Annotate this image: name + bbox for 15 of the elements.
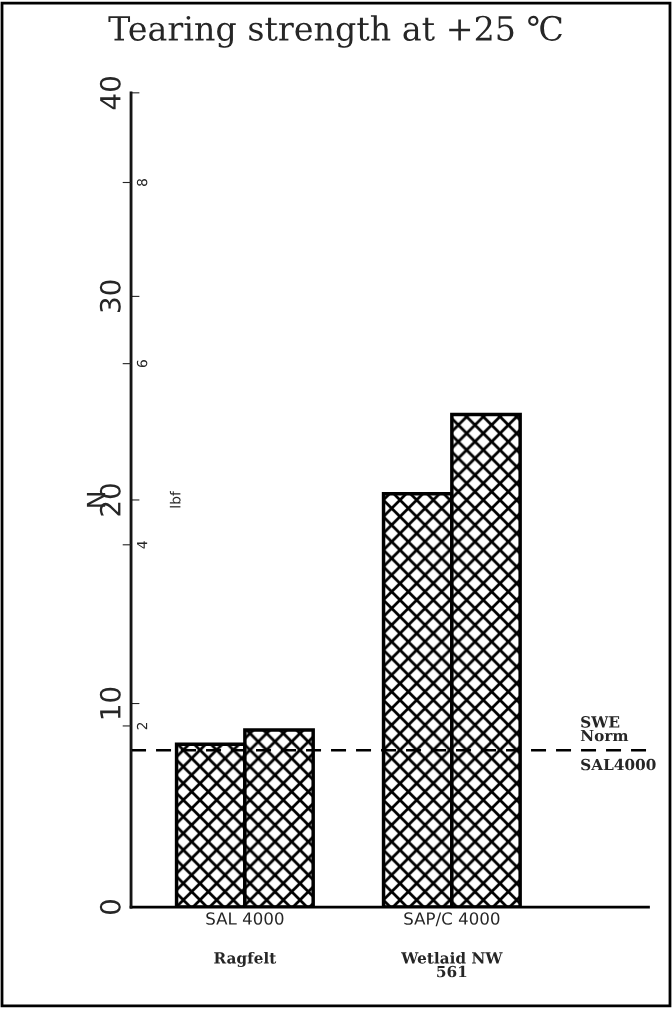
y-tick-label: 10	[99, 687, 121, 719]
text: Wetlaid NW 561	[401, 951, 503, 978]
y-tick-label: 0	[99, 900, 121, 915]
chart-title: Tearing strength at +25 ℃	[108, 15, 562, 48]
x-tick-label: SAL 4000	[206, 912, 284, 925]
y2-tick-label: 6	[136, 360, 148, 368]
y-tick-label: 30	[99, 280, 121, 312]
y2-tick-label: 8	[136, 179, 148, 186]
y2-axis-title: lbf	[169, 490, 181, 508]
y2-tick-label: 4	[137, 541, 148, 549]
ref-line-label: SWE Norm SAL4000	[580, 716, 656, 771]
x-tick-label: SAP/C 4000	[404, 912, 500, 927]
y-tick-label: 40	[99, 77, 121, 110]
y2-tick-label: 2	[136, 722, 148, 730]
text: Ragfelt	[214, 951, 277, 967]
